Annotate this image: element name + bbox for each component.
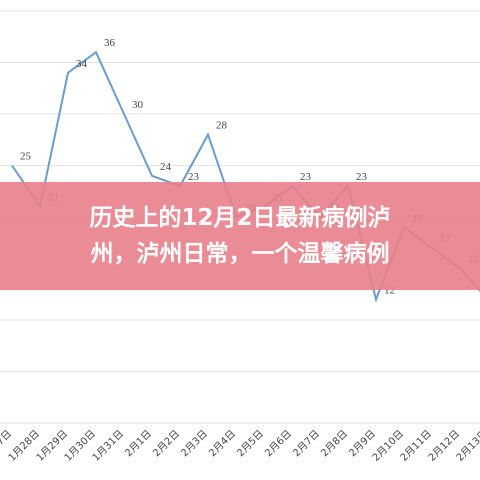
x-tick-label: 2月5日 (234, 428, 266, 460)
value-label: 23 (188, 171, 200, 183)
banner-line: 历史上的12月2日最新病例泸 (89, 205, 391, 231)
value-label: 28 (216, 120, 228, 132)
value-label: 34 (76, 58, 88, 70)
x-tick-label: 2月1日 (122, 428, 154, 460)
value-label: 36 (104, 37, 116, 49)
banner: 历史上的12月2日最新病例泸 州，泸州日常，一个温馨病例 (0, 182, 480, 290)
value-label: 23 (300, 171, 312, 183)
x-tick-label: 2月2日 (150, 428, 182, 460)
x-tick-label: 2月8日 (318, 428, 350, 460)
value-label: 30 (132, 99, 144, 111)
x-tick-label: 2月4日 (206, 428, 238, 460)
value-label: 12 (384, 284, 395, 296)
x-tick-label: 1月31日 (90, 428, 126, 464)
value-label: 25 (20, 151, 32, 163)
x-tick-label: 2月6日 (262, 428, 294, 460)
value-label: 23 (356, 171, 368, 183)
x-tick-label: 2月3日 (178, 428, 210, 460)
banner-line: 州，泸州日常，一个温馨病例 (90, 241, 390, 267)
value-label: 24 (160, 161, 172, 173)
x-tick-label: 2月7日 (290, 428, 322, 460)
